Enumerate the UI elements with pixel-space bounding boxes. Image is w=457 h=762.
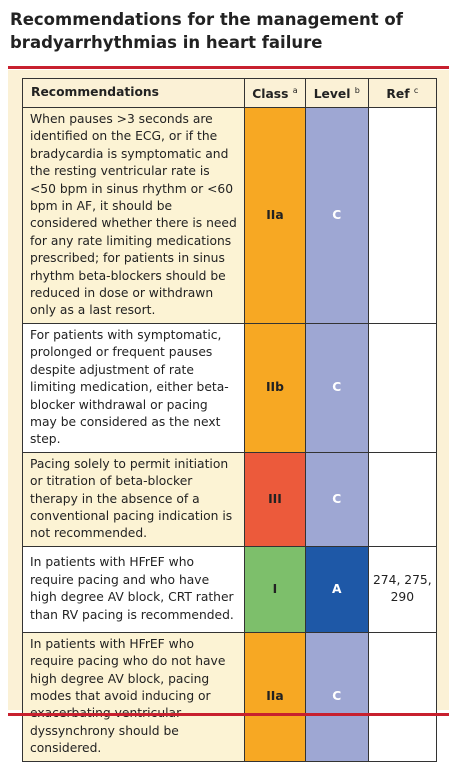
class: IIa	[244, 107, 306, 324]
header-label: Class	[252, 87, 289, 102]
rule	[8, 66, 449, 69]
recommendation: When pauses >3 seconds are identified on…	[21, 107, 246, 324]
header-sup: c	[413, 86, 419, 96]
title: Recommendations for the management of br…	[10, 10, 403, 52]
row: In patients with HFrEF who require pacin…	[21, 545, 438, 633]
level: A	[304, 545, 369, 633]
table: Recommendations Class a Level b Ref c When p…	[21, 78, 438, 762]
class: IIa	[244, 631, 306, 762]
column-header: Level b	[304, 78, 369, 108]
header-label: Ref	[386, 87, 410, 102]
level: C	[304, 322, 369, 453]
reference	[367, 451, 438, 547]
row: In patients with HFrEF who require pacin…	[21, 631, 438, 762]
recommendation: Pacing solely to permit initiation or ti…	[21, 451, 246, 547]
level: C	[304, 107, 369, 324]
recommendation: For patients with symptomatic, prolonged…	[21, 322, 246, 453]
rule	[8, 713, 449, 716]
column-header: Ref c	[367, 78, 438, 108]
recommendation: In patients with HFrEF who require pacin…	[21, 631, 246, 762]
class: III	[244, 451, 306, 547]
recommendation: In patients with HFrEF who require pacin…	[21, 545, 246, 633]
header-label: Level	[313, 87, 351, 102]
class: I	[244, 545, 306, 633]
header-sup: a	[292, 86, 298, 96]
header-sup: b	[354, 86, 360, 96]
header-label: Recommendations	[31, 85, 159, 100]
column-header: Recommendations	[21, 78, 246, 108]
reference: 274, 275, 290	[367, 545, 438, 633]
row: Pacing solely to permit initiation or ti…	[21, 451, 438, 547]
level: C	[304, 451, 369, 547]
column-header: Class a	[244, 78, 306, 108]
row: For patients with symptomatic, prolonged…	[21, 322, 438, 453]
class: IIb	[244, 322, 306, 453]
reference	[367, 107, 438, 324]
level: C	[304, 631, 369, 762]
row: When pauses >3 seconds are identified on…	[21, 107, 438, 324]
reference	[367, 322, 438, 453]
reference	[367, 631, 438, 762]
page: Recommendations for the management of br…	[8, 10, 449, 762]
